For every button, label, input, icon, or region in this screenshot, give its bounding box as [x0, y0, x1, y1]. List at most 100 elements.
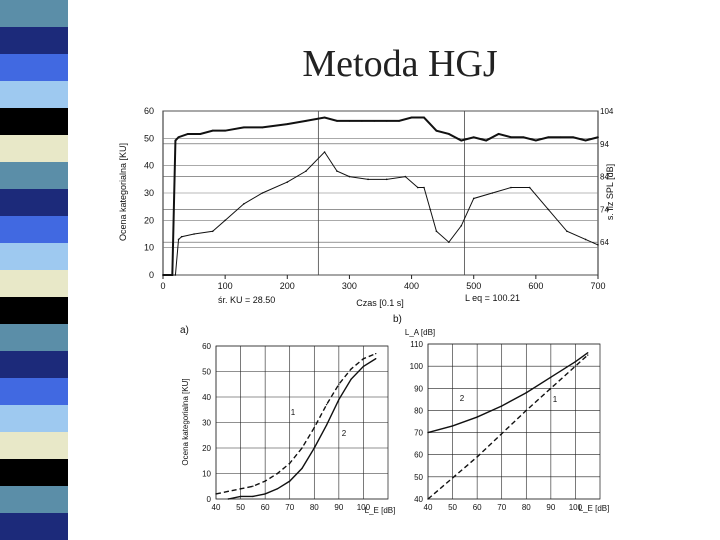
main-y2tick-label: 74 — [600, 205, 609, 214]
main-spl-point — [584, 139, 587, 142]
main-spl-point — [348, 119, 351, 122]
main-spl-point — [572, 136, 575, 139]
main-xtick-label: 0 — [160, 281, 165, 291]
main-spl-point — [472, 136, 475, 139]
main-spl-point — [177, 136, 180, 139]
stripe-block — [0, 297, 68, 324]
main-spl-point — [224, 129, 227, 132]
chart-b-series-point — [574, 365, 577, 367]
chart-a-ytick-label: 30 — [202, 419, 211, 428]
main-spl-point — [559, 136, 562, 139]
main-ytick-label: 30 — [144, 188, 154, 198]
chart-b-xtick-label: 50 — [448, 503, 457, 512]
chart-b-panel-label: b) — [393, 314, 402, 325]
chart-a-series-point — [350, 368, 352, 370]
main-spl-point — [199, 133, 202, 135]
main-ku-point — [404, 175, 407, 178]
chart-b-series-label: 1 — [553, 395, 558, 404]
stripe-block — [0, 189, 68, 216]
chart-b-series-point — [587, 354, 589, 356]
page-title: Metoda HGJ — [302, 43, 498, 85]
main-spl-point — [385, 119, 388, 122]
main-ku-point — [224, 219, 226, 222]
chart-b-series-point — [476, 456, 478, 458]
main-ku-point — [423, 186, 425, 189]
chart-b-xtick-label: 60 — [473, 503, 482, 512]
main-series-spl — [163, 116, 599, 276]
main-xtick-label: 400 — [404, 281, 419, 291]
stripe-block — [0, 378, 68, 405]
main-ku-point — [448, 241, 450, 243]
main-spl-point — [211, 129, 214, 132]
chart-a-series-point — [239, 495, 242, 498]
main-spl-point — [497, 133, 500, 135]
stripe-block — [0, 459, 68, 486]
main-ku-point — [305, 170, 307, 172]
chart-b-xtick-label: 100 — [569, 503, 583, 512]
decorative-stripe — [0, 0, 68, 540]
chart-a-series-point — [264, 480, 266, 482]
main-ku-point — [528, 186, 531, 189]
main-spl-point — [261, 126, 264, 129]
chart-a-series-point — [276, 472, 279, 475]
main-ku-point — [584, 238, 587, 241]
chart-a-series-point — [289, 480, 291, 482]
main-spl-point — [534, 139, 537, 142]
main-ku-point — [510, 186, 512, 189]
chart-a-xtick-label: 50 — [236, 503, 245, 512]
stripe-block — [0, 162, 68, 189]
main-ku-point — [460, 225, 463, 227]
chart-b-series-point — [550, 376, 552, 378]
main-spl-point — [186, 133, 189, 135]
chart-a-xtick-label: 40 — [212, 503, 221, 512]
main-ylabel: Ocena kategorialna [KU] — [118, 143, 128, 241]
stripe-block — [0, 135, 68, 162]
chart-a-ytick-label: 60 — [202, 342, 211, 351]
chart-b: b) L_A [dB] L_E [dB] 40 50 60 70 80 90 100 110 4… — [393, 314, 609, 513]
main-ku-point — [547, 208, 550, 211]
chart-a-xtick-label: 80 — [310, 503, 319, 512]
main-y2tick-label: 104 — [600, 107, 614, 116]
main-spl-point — [460, 139, 463, 142]
main-spl-point — [547, 136, 550, 139]
main-xlabel: Czas [0.1 s] — [356, 298, 404, 308]
chart-a-ytick-label: 0 — [207, 495, 212, 504]
main-xtick-label: 300 — [342, 281, 357, 291]
chart-a-series-point — [239, 488, 242, 490]
chart-a-xtick-label: 90 — [334, 503, 343, 512]
main-ku-point — [211, 230, 214, 233]
main-xtick-label: 600 — [528, 281, 543, 291]
chart-a-series-point — [301, 447, 303, 449]
chart-b-xtick-label: 40 — [424, 503, 433, 512]
main-chart: Ocena kategorialna [KU] s. fiz SPL [dB] … — [118, 106, 615, 308]
main-y2tick-label: 94 — [600, 140, 609, 149]
chart-a-ytick-label: 20 — [202, 444, 211, 453]
chart-a-series-1 — [215, 353, 376, 495]
main-spl-point — [323, 116, 326, 119]
main-ku-point — [242, 203, 245, 205]
chart-a-series-point — [338, 383, 340, 385]
chart-b-ytick-label: 80 — [414, 406, 423, 415]
chart-b-series-point — [574, 361, 577, 363]
chart-a-xtick-label: 100 — [357, 503, 371, 512]
main-ytick-label: 10 — [144, 243, 154, 253]
stripe-block — [0, 405, 68, 432]
main-ku-point — [566, 230, 568, 233]
chart-b-series-label: 2 — [460, 394, 465, 403]
main-annotation-right: L eq = 100.21 — [465, 293, 520, 303]
main-spl-point — [286, 123, 289, 126]
main-ku-point — [177, 238, 180, 241]
chart-b-series-point — [525, 392, 527, 394]
chart-b-xtick-label: 90 — [546, 503, 555, 512]
chart-a-series-point — [325, 403, 328, 406]
chart-b-xtick-label: 80 — [522, 503, 531, 512]
chart-a: a) Ocena kategorialna [KU] L_E [dB] 0 10 2… — [180, 325, 395, 515]
main-y2tick-label: 84 — [600, 173, 609, 182]
stripe-block — [0, 432, 68, 459]
chart-a-series-point — [289, 462, 291, 464]
main-ku-point — [429, 208, 432, 211]
main-ku-point — [385, 178, 388, 181]
chart-a-series-point — [252, 485, 254, 487]
chart-a-series-point — [362, 365, 365, 368]
main-spl-point — [360, 119, 363, 122]
